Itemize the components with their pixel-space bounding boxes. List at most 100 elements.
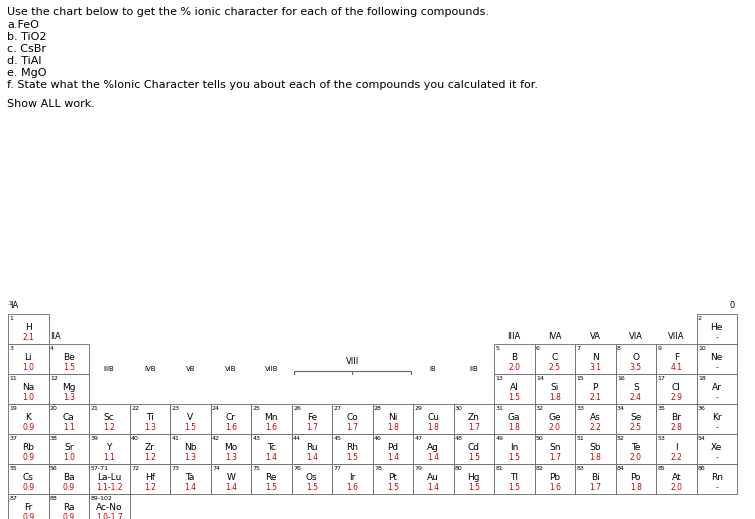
Bar <box>89 434 130 464</box>
Bar <box>697 434 737 464</box>
Bar <box>697 314 737 344</box>
Text: Al: Al <box>510 383 519 392</box>
Text: 42: 42 <box>212 435 220 441</box>
Text: 24: 24 <box>212 405 220 411</box>
Text: He: He <box>710 323 723 332</box>
Text: Tc: Tc <box>267 443 276 452</box>
Text: 1.8: 1.8 <box>427 423 439 432</box>
Text: -: - <box>716 393 718 402</box>
Text: IIIB: IIIB <box>104 366 115 372</box>
Text: 0.9: 0.9 <box>63 513 75 519</box>
Text: 54: 54 <box>698 435 706 441</box>
Text: 1.1: 1.1 <box>63 423 75 432</box>
Bar <box>535 434 575 464</box>
Text: 86: 86 <box>698 466 706 471</box>
Bar <box>89 404 130 434</box>
Text: Sb: Sb <box>590 443 601 452</box>
Text: 13: 13 <box>495 376 504 380</box>
Text: IIIA: IIIA <box>507 332 521 341</box>
Text: 23: 23 <box>171 405 180 411</box>
Text: 3: 3 <box>10 346 14 350</box>
Text: VIIA: VIIA <box>668 332 685 341</box>
Text: Cr: Cr <box>226 413 236 422</box>
Text: N: N <box>592 353 599 362</box>
Text: 30: 30 <box>455 405 463 411</box>
Text: Ne: Ne <box>710 353 723 362</box>
Bar <box>211 434 251 464</box>
Text: Hg: Hg <box>467 473 480 482</box>
Bar <box>656 464 697 494</box>
Text: Au: Au <box>427 473 439 482</box>
Bar <box>575 374 615 404</box>
Text: 2.0: 2.0 <box>508 363 520 372</box>
Text: 89-102: 89-102 <box>91 496 112 500</box>
Text: 74: 74 <box>212 466 220 471</box>
Text: 45: 45 <box>334 435 341 441</box>
Text: Cd: Cd <box>468 443 479 452</box>
Text: Hf: Hf <box>145 473 155 482</box>
Text: IIA: IIA <box>51 332 61 341</box>
Text: 1.5: 1.5 <box>508 453 520 462</box>
Bar <box>454 464 494 494</box>
Bar <box>535 374 575 404</box>
Text: 38: 38 <box>50 435 58 441</box>
Text: W: W <box>226 473 236 482</box>
Text: 7: 7 <box>577 346 581 350</box>
Text: Cs: Cs <box>23 473 34 482</box>
Text: VB: VB <box>186 366 195 372</box>
Bar <box>535 464 575 494</box>
Text: 1.4: 1.4 <box>265 453 277 462</box>
Text: 2.4: 2.4 <box>630 393 642 402</box>
Text: 80: 80 <box>455 466 463 471</box>
Text: IA: IA <box>10 301 18 310</box>
Text: Cu: Cu <box>427 413 439 422</box>
Text: 2.0: 2.0 <box>670 483 683 492</box>
Text: 4: 4 <box>50 346 54 350</box>
Text: 8: 8 <box>617 346 621 350</box>
Text: 21: 21 <box>91 405 98 411</box>
Text: 31: 31 <box>495 405 504 411</box>
Bar <box>170 434 211 464</box>
Bar <box>8 344 48 374</box>
Text: 81: 81 <box>495 466 504 471</box>
Text: 39: 39 <box>91 435 98 441</box>
Text: 1.5: 1.5 <box>508 483 520 492</box>
Bar <box>372 464 413 494</box>
Text: Ar: Ar <box>712 383 722 392</box>
Bar <box>89 464 130 494</box>
Text: Nb: Nb <box>184 443 196 452</box>
Text: Os: Os <box>306 473 318 482</box>
Bar <box>494 374 535 404</box>
Text: 48: 48 <box>455 435 463 441</box>
Text: 87: 87 <box>10 496 17 500</box>
Text: 1.1-1.2: 1.1-1.2 <box>96 483 122 492</box>
Text: 20: 20 <box>50 405 58 411</box>
Text: VA: VA <box>590 332 601 341</box>
Text: 53: 53 <box>658 435 665 441</box>
Text: f. State what the %Ionic Character tells you about each of the compounds you cal: f. State what the %Ionic Character tells… <box>7 80 538 90</box>
Text: At: At <box>671 473 681 482</box>
Text: 14: 14 <box>536 376 544 380</box>
Bar <box>697 464 737 494</box>
Bar <box>494 464 535 494</box>
Text: 1.5: 1.5 <box>387 483 399 492</box>
Text: 1.5: 1.5 <box>306 483 318 492</box>
Text: Rn: Rn <box>710 473 723 482</box>
Text: 47: 47 <box>414 435 423 441</box>
Text: 2.2: 2.2 <box>590 423 601 432</box>
Text: 3.1: 3.1 <box>589 363 601 372</box>
Text: 1.5: 1.5 <box>468 483 479 492</box>
Text: 55: 55 <box>10 466 17 471</box>
Text: 33: 33 <box>577 405 584 411</box>
Bar <box>48 344 89 374</box>
Bar <box>615 464 656 494</box>
Text: Re: Re <box>266 473 277 482</box>
Text: 1.4: 1.4 <box>427 453 439 462</box>
Bar <box>251 404 291 434</box>
Text: 57-71: 57-71 <box>91 466 109 471</box>
Text: Pt: Pt <box>388 473 397 482</box>
Text: 78: 78 <box>374 466 382 471</box>
Text: 1.3: 1.3 <box>63 393 75 402</box>
Text: 84: 84 <box>617 466 625 471</box>
Text: 1.4: 1.4 <box>427 483 439 492</box>
